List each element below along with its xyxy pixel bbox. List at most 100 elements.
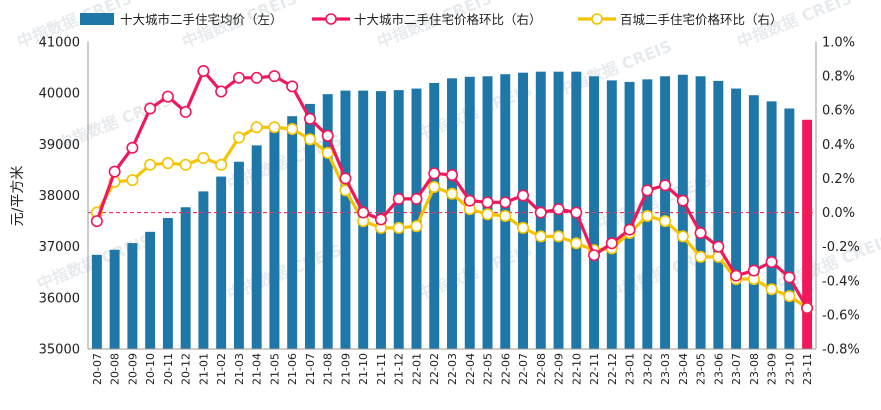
ten-city-point-23-01 xyxy=(623,223,636,236)
x-tick-label: 21-09 xyxy=(339,353,352,385)
bar-21-08 xyxy=(322,94,333,349)
hundred-city-point-20-09 xyxy=(126,174,139,187)
hundred-city-point-21-08 xyxy=(321,146,334,159)
bar-22-01 xyxy=(411,88,422,349)
ten-city-point-21-05 xyxy=(268,70,281,83)
ten-city-point-21-11 xyxy=(374,213,387,226)
ten-city-point-22-09 xyxy=(552,203,565,216)
ten-city-point-21-09 xyxy=(339,172,352,185)
x-tick-label: 21-03 xyxy=(233,353,246,385)
bar-23-01 xyxy=(624,81,635,349)
ten-city-point-22-01 xyxy=(410,192,423,205)
hundred-city-point-22-08 xyxy=(534,230,547,243)
hundred-city-point-21-07 xyxy=(303,133,316,146)
ten-city-point-22-12 xyxy=(605,237,618,250)
ten-city-point-20-09 xyxy=(126,141,139,154)
left-tick-label: 39000 xyxy=(39,138,80,153)
legend-swatch-hundred-city-marker xyxy=(591,13,603,25)
x-tick-label: 21-01 xyxy=(197,353,210,385)
legend-label-ten-city: 十大城市二手住宅价格环比（右） xyxy=(354,12,542,27)
x-tick-label: 21-06 xyxy=(286,353,299,385)
ten-city-point-21-10 xyxy=(357,206,370,219)
ten-city-point-21-02 xyxy=(215,85,228,98)
bar-20-11 xyxy=(162,218,173,349)
hundred-city-point-21-01 xyxy=(197,151,210,164)
x-tick-label: 22-11 xyxy=(588,353,601,385)
left-tick-label: 41000 xyxy=(39,36,80,51)
right-tick-label: 1.0% xyxy=(822,36,855,51)
ten-city-point-22-04 xyxy=(463,194,476,207)
x-tick-label: 21-10 xyxy=(357,353,370,385)
hundred-city-point-23-04 xyxy=(676,230,689,243)
ten-city-point-23-08 xyxy=(747,264,760,277)
x-tick-label: 21-04 xyxy=(251,353,264,385)
bar-21-05 xyxy=(269,130,280,349)
x-tick-label: 23-04 xyxy=(677,353,690,385)
hundred-city-point-21-03 xyxy=(232,131,245,144)
bar-20-09 xyxy=(127,243,138,349)
ten-city-point-20-11 xyxy=(161,90,174,103)
left-tick-label: 35000 xyxy=(39,343,80,358)
hundred-city-point-23-03 xyxy=(659,215,672,228)
bar-20-08 xyxy=(109,249,120,349)
ten-city-point-23-04 xyxy=(676,194,689,207)
ten-city-point-21-06 xyxy=(286,80,299,93)
x-tick-label: 20-09 xyxy=(126,353,139,385)
ten-city-point-22-06 xyxy=(499,196,512,209)
ten-city-point-21-07 xyxy=(303,112,316,125)
bar-23-09 xyxy=(766,101,777,349)
left-tick-label: 40000 xyxy=(39,87,80,102)
x-tick-label: 23-01 xyxy=(624,353,637,385)
hundred-city-point-21-05 xyxy=(268,121,281,134)
bar-23-04 xyxy=(677,74,688,349)
y-axis-title: 元/平方米 xyxy=(10,166,26,227)
right-tick-label: -0.6% xyxy=(822,308,860,323)
hundred-city-point-20-11 xyxy=(161,157,174,170)
x-tick-label: 22-04 xyxy=(464,353,477,385)
x-tick-label: 22-01 xyxy=(410,353,423,385)
right-tick-label: -0.8% xyxy=(822,343,860,358)
hundred-city-point-22-09 xyxy=(552,230,565,243)
x-tick-label: 21-12 xyxy=(393,353,406,385)
x-tick-label: 23-10 xyxy=(783,353,796,385)
ten-city-point-21-04 xyxy=(250,71,263,84)
bar-21-03 xyxy=(233,161,244,349)
x-tick-label: 23-07 xyxy=(730,353,743,385)
ten-city-point-21-12 xyxy=(392,192,405,205)
ten-city-point-20-08 xyxy=(108,165,121,178)
right-tick-label: 0.6% xyxy=(822,104,855,119)
ten-city-point-20-10 xyxy=(144,102,157,115)
legend-label-hundred-city: 百城二手住宅价格环比（右） xyxy=(620,12,783,27)
ten-city-point-22-07 xyxy=(517,189,530,202)
x-tick-label: 22-03 xyxy=(446,353,459,385)
ten-city-point-21-08 xyxy=(321,129,334,142)
ten-city-point-22-08 xyxy=(534,206,547,219)
x-tick-label: 21-11 xyxy=(375,353,388,385)
x-tick-label: 20-11 xyxy=(162,353,175,385)
hundred-city-point-20-12 xyxy=(179,158,192,171)
legend-swatch-ten-city-marker xyxy=(325,13,337,25)
hundred-city-point-21-02 xyxy=(215,158,228,171)
hundred-city-point-21-06 xyxy=(286,122,299,135)
legend-swatch-avg-price xyxy=(80,13,114,25)
bar-23-08 xyxy=(748,95,759,349)
right-tick-label: -0.4% xyxy=(822,274,860,289)
left-tick-label: 36000 xyxy=(39,291,80,306)
x-tick-label: 21-07 xyxy=(304,353,317,385)
x-tick-label: 22-05 xyxy=(482,353,495,385)
x-tick-label: 22-08 xyxy=(535,353,548,385)
bar-21-12 xyxy=(393,90,404,349)
right-tick-label: -0.2% xyxy=(822,240,860,255)
ten-city-point-23-07 xyxy=(730,269,743,282)
lines-layer xyxy=(90,64,814,315)
hundred-city-point-22-02 xyxy=(428,180,441,193)
right-tick-label: 0.0% xyxy=(822,206,855,221)
hundred-city-point-22-01 xyxy=(410,220,423,233)
ten-city-point-22-11 xyxy=(588,249,601,262)
ten-city-point-23-11 xyxy=(801,302,814,315)
bar-21-06 xyxy=(287,116,298,349)
bar-21-02 xyxy=(216,176,227,349)
ten-city-point-20-12 xyxy=(179,105,192,118)
x-tick-label: 21-02 xyxy=(215,353,228,385)
